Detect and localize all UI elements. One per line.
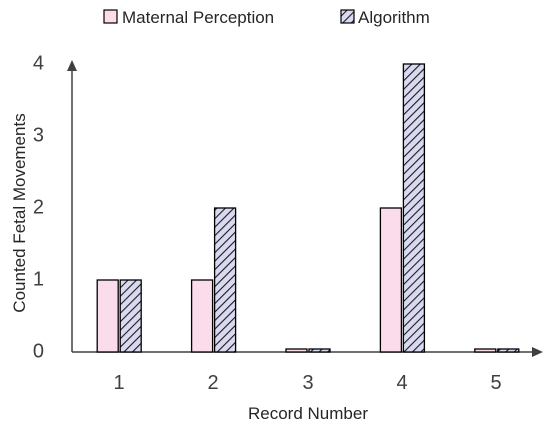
y-tick-label-3: 3 xyxy=(33,124,44,146)
x-axis-arrowhead xyxy=(532,347,543,357)
bar-maternal-perception-record-4 xyxy=(379,207,403,353)
y-tick-labels: 0 1 2 3 4 xyxy=(33,52,44,362)
x-tick-label-2: 2 xyxy=(207,372,218,394)
y-tick-label-2: 2 xyxy=(33,196,44,218)
bar-algorithm-record-4 xyxy=(402,63,426,353)
bar-algorithm-record-3 xyxy=(308,348,331,353)
y-tick-label-1: 1 xyxy=(33,268,44,290)
legend-label-maternal-perception: Maternal Perception xyxy=(122,8,274,27)
y-tick-label-0: 0 xyxy=(33,340,44,362)
legend-label-algorithm: Algorithm xyxy=(358,8,430,27)
bars xyxy=(96,63,520,353)
x-tick-label-4: 4 xyxy=(396,372,407,394)
bar-algorithm-record-5 xyxy=(497,348,520,353)
bar-maternal-perception-record-1 xyxy=(96,279,119,353)
bar-maternal-perception-record-2 xyxy=(190,279,214,353)
x-axis-title: Record Number xyxy=(248,404,368,423)
bar-maternal-perception-record-3 xyxy=(285,348,308,353)
x-tick-labels: 1 2 3 4 5 xyxy=(113,372,501,394)
legend-swatch-algorithm xyxy=(340,9,355,24)
legend: Maternal Perception Algorithm xyxy=(103,8,430,27)
x-tick-label-5: 5 xyxy=(490,372,501,394)
x-tick-label-3: 3 xyxy=(302,372,313,394)
y-tick-label-4: 4 xyxy=(33,52,44,74)
bar-algorithm-record-1 xyxy=(119,279,142,353)
legend-swatch-maternal-perception xyxy=(103,9,118,24)
bar-maternal-perception-record-5 xyxy=(474,348,497,353)
x-tick-label-1: 1 xyxy=(113,372,124,394)
y-axis-title: Counted Fetal Movements xyxy=(10,113,29,312)
bar-algorithm-record-2 xyxy=(213,207,237,353)
y-axis-arrowhead xyxy=(67,60,77,71)
